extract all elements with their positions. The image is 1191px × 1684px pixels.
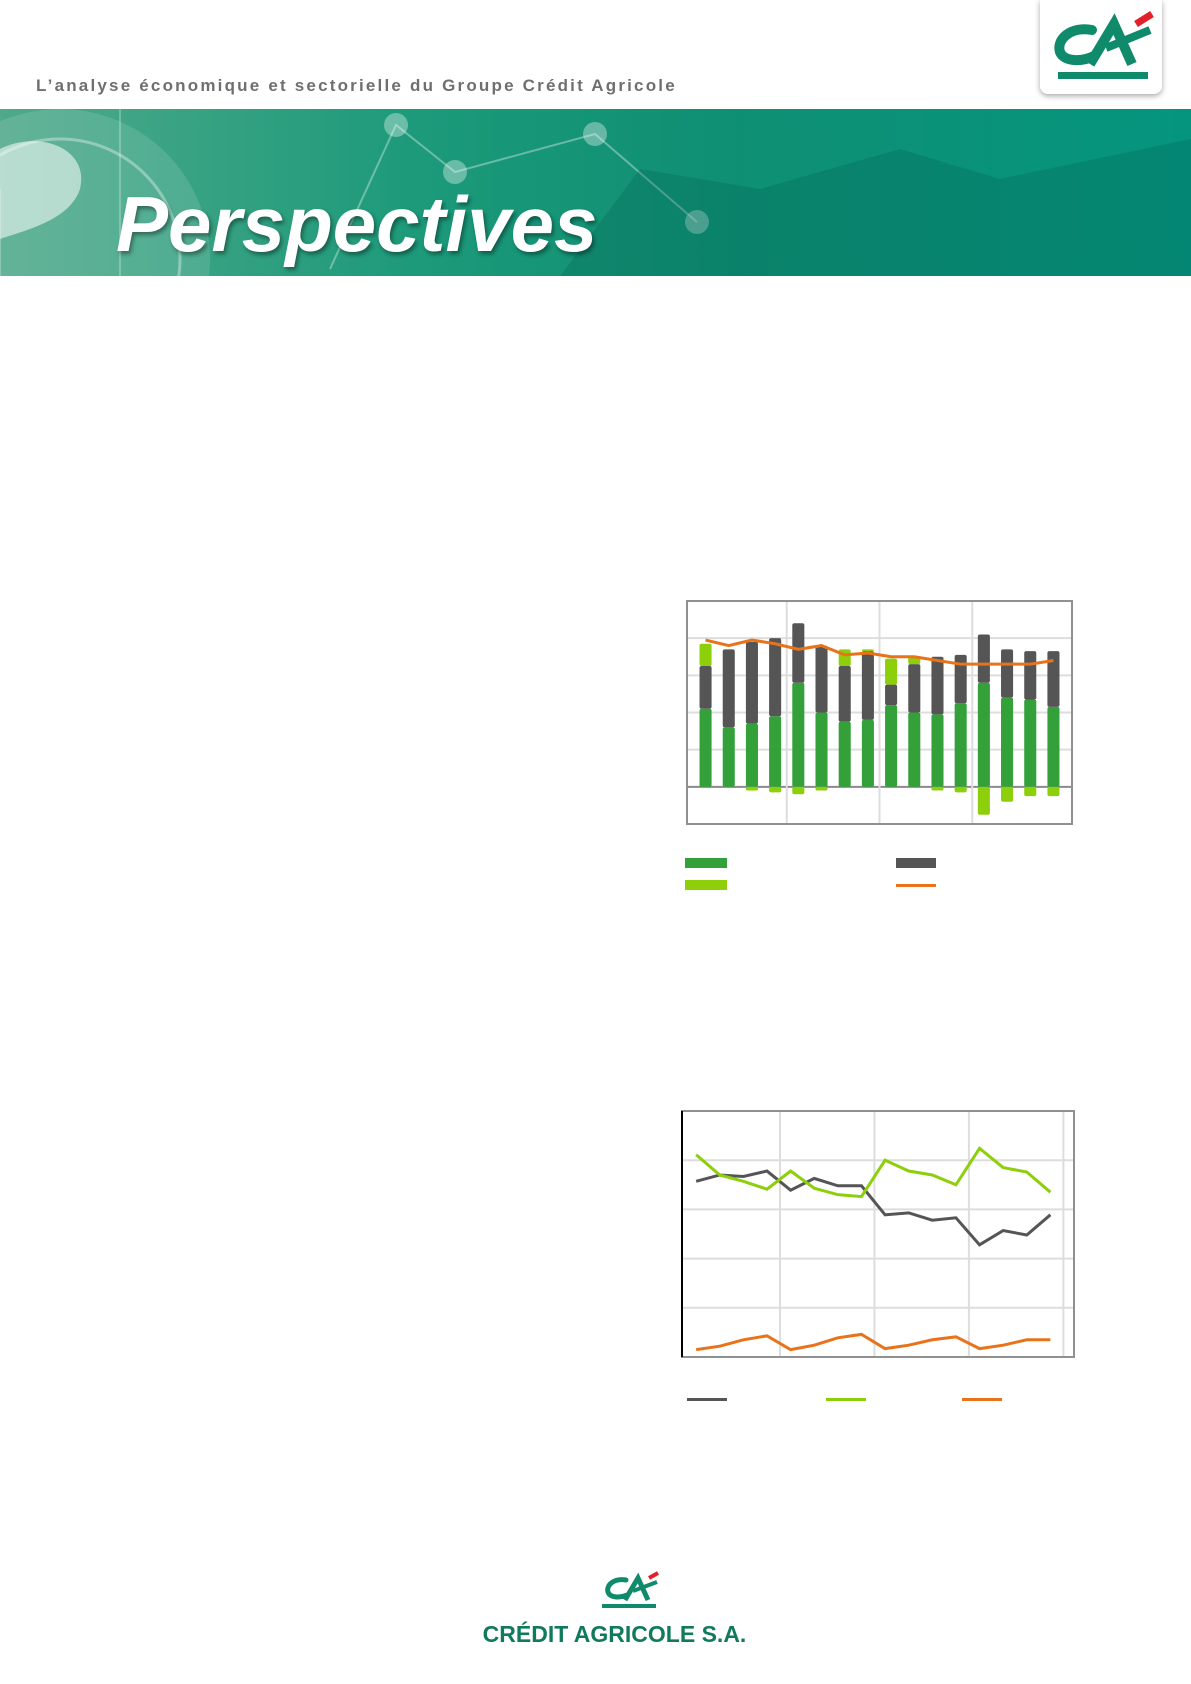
bar-segment: [745, 786, 758, 791]
line-series: [695, 1169, 1052, 1247]
bar-segment: [722, 727, 735, 787]
bar-segment: [1047, 786, 1060, 797]
legend-swatch-orange-line: [896, 884, 936, 887]
bar-segment: [885, 684, 898, 706]
credit-agricole-logo: [1040, 0, 1162, 94]
bar-segment: [699, 643, 712, 667]
bar-segment: [931, 714, 944, 787]
bar-segment: [838, 721, 851, 787]
line-chart: [681, 1110, 1075, 1358]
bar-segment: [722, 649, 735, 728]
bar-segment: [1001, 786, 1014, 802]
bar-segment: [769, 786, 782, 793]
footer-ca-logo-icon: [602, 1571, 659, 1608]
bar-segment: [815, 712, 828, 787]
ca-logo-icon: [1054, 11, 1154, 79]
legend-swatch-gray-line: [687, 1398, 727, 1401]
bar-segment: [861, 651, 874, 720]
bar-segment: [699, 666, 712, 709]
header-tagline: L’analyse économique et sectorielle du G…: [36, 76, 677, 95]
bar-segment: [838, 666, 851, 722]
bar-segment: [931, 786, 944, 791]
line-series: [695, 1146, 1052, 1199]
stacked-bar-chart: [686, 600, 1073, 825]
legend-swatch-orange-line: [962, 1398, 1002, 1401]
bar-segment: [977, 634, 990, 683]
bar-segment: [908, 664, 921, 713]
bar-segment: [745, 641, 758, 724]
banner-title: Perspectives: [116, 180, 598, 268]
legend-swatch-dark-green: [685, 858, 727, 868]
bar-segment: [792, 682, 805, 787]
bar-segment: [1001, 649, 1014, 698]
bar-segment: [908, 712, 921, 787]
bar-segment: [745, 723, 758, 787]
bar-segment: [885, 658, 898, 685]
bar-segment: [769, 716, 782, 787]
bar-segment: [815, 645, 828, 713]
bar-segment: [1001, 697, 1014, 787]
bar-segment: [977, 682, 990, 787]
bar-segment: [769, 638, 782, 717]
bar-segment: [954, 654, 967, 704]
legend-swatch-light-green: [685, 880, 727, 890]
bar-segment: [977, 786, 990, 815]
bar-segment: [815, 786, 828, 791]
bar-segment: [954, 786, 967, 793]
bar-segment: [861, 719, 874, 787]
bar-segment: [931, 656, 944, 715]
bar-segment: [792, 623, 805, 683]
legend-swatch-gray: [896, 858, 936, 868]
bar-segment: [1047, 706, 1060, 787]
bar-segment: [885, 705, 898, 787]
bar-segment: [699, 708, 712, 787]
bar-segment: [1024, 786, 1037, 797]
bar-segment: [954, 703, 967, 787]
perspectives-banner: Perspectives: [0, 109, 1191, 276]
footer-brand: CRÉDIT AGRICOLE S.A.: [482, 1621, 747, 1647]
bar-segment: [1024, 699, 1037, 787]
legend-swatch-green-line: [826, 1398, 866, 1401]
bar-segment: [861, 649, 874, 652]
line-series: [695, 1332, 1051, 1352]
bar-segment: [1024, 651, 1037, 700]
line-series: [705, 638, 1054, 666]
plot-frame: [686, 600, 1073, 825]
banner-decoration-icon: [0, 109, 1191, 276]
bar-segment: [792, 786, 805, 795]
bar-segment: [1047, 651, 1060, 707]
